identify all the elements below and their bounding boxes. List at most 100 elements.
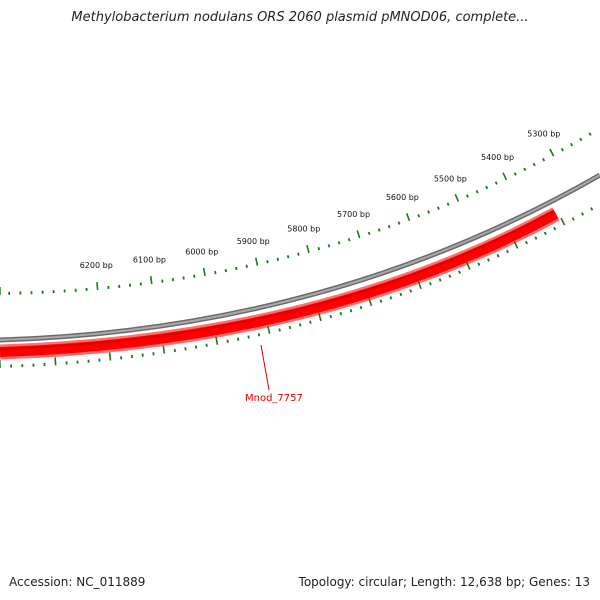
minor-tick [327,244,331,248]
inner-minor-tick [438,278,442,282]
tick-label: 5600 bp [386,193,419,202]
gene-arc-outline [0,207,560,360]
inner-minor-tick [257,333,261,337]
inner-major-tick [368,297,373,307]
inner-minor-tick [349,308,353,313]
outer-ticks [0,132,592,295]
inner-minor-tick [288,325,292,330]
inner-minor-tick [496,254,500,258]
inner-minor-tick [580,212,584,216]
minor-tick [286,255,290,259]
tick-label: 5400 bp [481,153,514,162]
inner-minor-tick [298,323,302,327]
inner-minor-tick [506,249,509,254]
minor-tick [542,157,546,162]
tick-label: 5900 bp [237,237,270,246]
minor-tick [579,137,583,142]
inner-minor-tick [409,289,413,293]
backbone-core [0,174,600,341]
minor-tick [532,162,536,167]
inner-major-tick [215,336,219,345]
inner-minor-tick [205,343,208,347]
inner-major-tick [513,240,519,249]
minor-tick [494,181,498,185]
major-tick [96,281,99,291]
tick-label: 5500 bp [434,174,467,183]
major-tick [356,230,361,239]
gene-label-leader [260,344,270,391]
minor-tick [387,224,391,229]
minor-tick [317,246,321,251]
inner-major-tick [162,345,166,354]
inner-minor-tick [359,305,363,310]
minor-tick [588,132,592,136]
minor-tick [475,190,479,194]
inner-major-tick [465,261,471,270]
inner-minor-tick [571,217,575,221]
minor-tick [224,268,228,273]
gene-arc-shade [0,210,554,350]
inner-major-tick [417,280,422,290]
inner-major-tick [267,325,271,335]
minor-tick [397,221,401,225]
inner-minor-tick [339,311,343,316]
gene-label-mnod-7757[interactable]: Mnod_7757 [245,393,303,404]
inner-minor-tick [309,320,312,324]
inner-minor-tick [525,240,528,245]
minor-tick [446,202,450,206]
tick-label: 6100 bp [133,255,166,264]
inner-ticks [0,207,594,368]
major-tick [306,244,310,254]
major-tick [502,172,508,181]
gene-mnod-7757[interactable] [0,207,560,360]
minor-tick [235,266,238,271]
summary-text: Topology: circular; Length: 12,638 bp; G… [298,575,590,589]
minor-tick [214,270,217,275]
inner-minor-tick [329,314,333,319]
tick-label: 6000 bp [185,247,218,256]
minor-tick [427,210,430,214]
major-tick [549,148,555,157]
map-title: Methylobacterium nodulans ORS 2060 plasm… [71,10,529,25]
minor-tick [337,241,341,245]
major-tick [454,193,460,202]
minor-tick [245,264,248,268]
major-tick [405,213,411,222]
inner-minor-tick [553,226,557,231]
inner-minor-tick [590,207,594,211]
minor-tick [417,214,421,218]
inner-minor-tick [226,339,229,343]
minor-tick [485,185,489,190]
inner-minor-tick [399,292,403,297]
minor-tick [560,147,564,152]
inner-major-tick [560,217,566,226]
inner-minor-tick [487,258,490,262]
inner-minor-tick [278,328,281,332]
major-tick [202,267,206,277]
minor-tick [377,228,381,232]
inner-major-tick [318,312,322,322]
inner-minor-tick [543,231,547,236]
minor-tick [523,167,527,172]
inner-minor-tick [194,345,198,349]
minor-tick [436,206,440,210]
inner-minor-tick [247,335,250,339]
minor-tick [347,238,351,242]
inner-minor-tick [389,296,393,300]
major-tick [149,276,153,285]
tick-label: 6200 bp [80,261,113,270]
inner-minor-tick [448,274,452,278]
inner-major-tick [108,352,112,361]
inner-minor-tick [236,337,240,341]
tick-label: 5700 bp [337,210,370,219]
inner-minor-tick [534,236,538,240]
inner-minor-tick [428,281,432,286]
inner-minor-tick [477,262,481,266]
minor-tick [570,142,574,147]
minor-tick [367,231,371,236]
tick-label: 5300 bp [527,130,560,139]
minor-tick [297,252,300,256]
accession-text: Accession: NC_011889 [9,575,146,589]
major-tick [254,257,259,266]
